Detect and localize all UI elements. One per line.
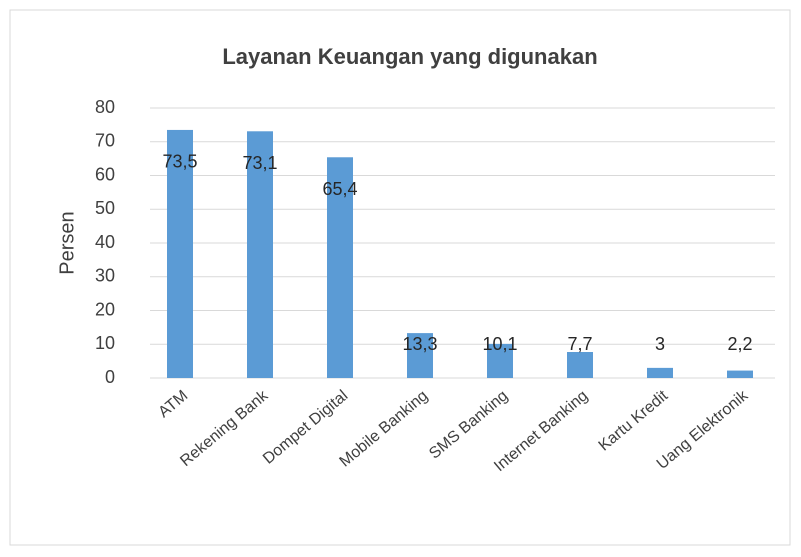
y-tick-label: 60 — [95, 164, 115, 184]
bar — [567, 352, 593, 378]
value-label: 2,2 — [727, 334, 752, 354]
y-tick-label: 80 — [95, 97, 115, 117]
value-label: 65,4 — [322, 179, 357, 199]
chart-title: Layanan Keuangan yang digunakan — [222, 44, 597, 69]
y-tick-label: 30 — [95, 266, 115, 286]
bar — [647, 368, 673, 378]
y-tick-label: 0 — [105, 367, 115, 387]
value-label: 73,5 — [162, 152, 197, 172]
y-tick-label: 50 — [95, 198, 115, 218]
value-label: 73,1 — [242, 153, 277, 173]
chart: Layanan Keuangan yang digunakan Persen 0… — [0, 0, 801, 557]
y-axis-label: Persen — [56, 211, 78, 274]
bar — [727, 371, 753, 378]
y-tick-label: 10 — [95, 333, 115, 353]
value-label: 7,7 — [567, 334, 592, 354]
y-tick-label: 70 — [95, 131, 115, 151]
y-tick-label: 20 — [95, 299, 115, 319]
value-label: 3 — [655, 334, 665, 354]
y-tick-label: 40 — [95, 232, 115, 252]
value-label: 10,1 — [482, 334, 517, 354]
value-label: 13,3 — [402, 334, 437, 354]
